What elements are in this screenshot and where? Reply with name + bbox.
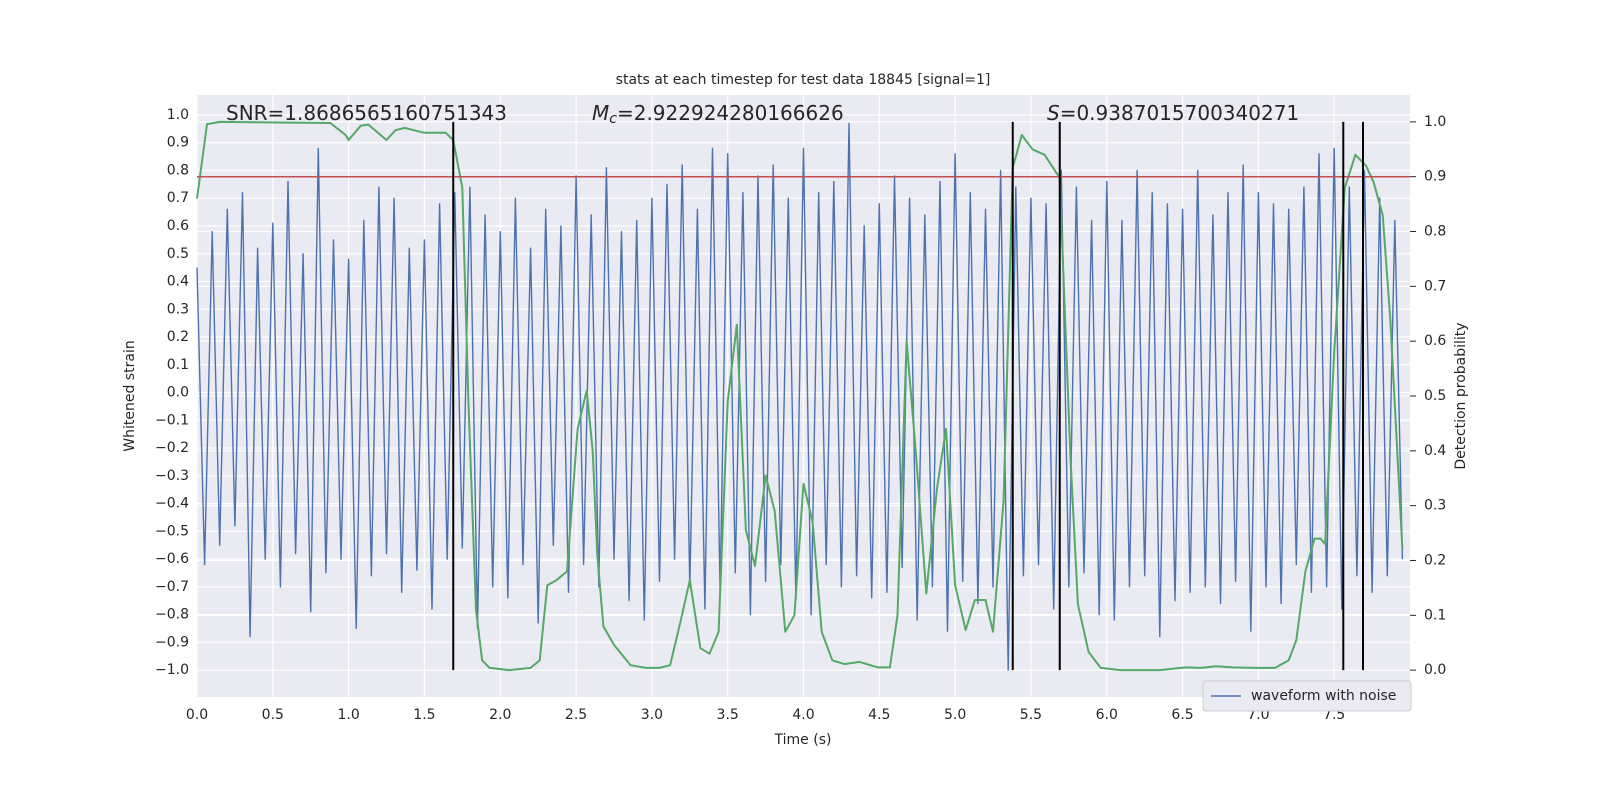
x-tick-label: 0.5 — [262, 707, 284, 723]
x-tick-label: 5.5 — [1020, 707, 1042, 723]
annotation-text: =2.922924280166626 — [617, 101, 844, 125]
annotation-symbol: M — [592, 101, 609, 125]
annotation: Mc=2.922924280166626 — [592, 101, 844, 128]
y-tick-label: −0.4 — [155, 496, 189, 512]
y-tick-label: 1.0 — [167, 107, 189, 123]
y-tick-label: 0.0 — [167, 385, 189, 401]
y2-tick-label: 0.8 — [1424, 224, 1446, 240]
annotation-subscript: c — [609, 111, 617, 127]
y-tick-label: 0.2 — [167, 329, 189, 345]
x-tick-label: 2.5 — [565, 707, 587, 723]
annotation-text: =0.9387015700340271 — [1060, 101, 1299, 125]
x-tick-label: 6.0 — [1096, 707, 1118, 723]
x-tick-label: 2.0 — [489, 707, 511, 723]
y2-tick-label: 0.1 — [1424, 607, 1446, 623]
y-tick-label: 0.3 — [167, 301, 189, 317]
x-tick-label: 5.0 — [944, 707, 966, 723]
y2-tick-label: 0.7 — [1424, 278, 1446, 294]
y-axis-label: Whitened strain — [122, 340, 138, 451]
y2-tick-label: 0.9 — [1424, 169, 1446, 185]
y-tick-label: −0.6 — [155, 551, 189, 567]
x-tick-label: 1.5 — [413, 707, 435, 723]
x-tick-label: 0.0 — [186, 707, 208, 723]
y-tick-label: 0.9 — [167, 135, 189, 151]
y2-axis-label: Detection probability — [1453, 322, 1469, 469]
x-tick-label: 4.0 — [792, 707, 814, 723]
x-tick-label: 1.0 — [337, 707, 359, 723]
y2-tick-label: 0.4 — [1424, 443, 1446, 459]
chart-title: stats at each timestep for test data 188… — [616, 72, 991, 88]
y2-tick-label: 0.3 — [1424, 498, 1446, 514]
y2-tick-label: 0.5 — [1424, 388, 1446, 404]
annotation-symbol: S — [1047, 101, 1060, 125]
series-line — [196, 120, 1404, 672]
y-tick-label: −0.3 — [155, 468, 189, 484]
y2-tick-label: 1.0 — [1424, 114, 1446, 130]
x-tick-label: 3.0 — [641, 707, 663, 723]
y-tick-label: −0.9 — [155, 634, 189, 650]
x-tick-label: 6.5 — [1171, 707, 1193, 723]
y-tick-label: −0.7 — [155, 579, 189, 595]
y-tick-label: −0.2 — [155, 440, 189, 456]
y-tick-label: 0.6 — [167, 218, 189, 234]
x-tick-label: 3.5 — [717, 707, 739, 723]
y2-tick-label: 0.0 — [1424, 662, 1446, 678]
y-tick-label: −0.8 — [155, 607, 189, 623]
x-tick-label: 4.5 — [868, 707, 890, 723]
y-tick-label: 0.8 — [167, 162, 189, 178]
legend-label: waveform with noise — [1251, 688, 1396, 704]
y-tick-label: −0.5 — [155, 523, 189, 539]
y-tick-label: −0.1 — [155, 412, 189, 428]
y2-tick-label: 0.6 — [1424, 333, 1446, 349]
y-tick-label: 0.1 — [167, 357, 189, 373]
series-line — [196, 122, 1404, 671]
y-tick-label: 0.7 — [167, 190, 189, 206]
y-tick-label: −1.0 — [155, 662, 189, 678]
x-axis-label: Time (s) — [774, 732, 832, 748]
annotation-text: SNR=1.8686565160751343 — [226, 101, 507, 125]
y2-tick-label: 0.2 — [1424, 552, 1446, 568]
y-tick-label: 0.5 — [167, 246, 189, 262]
annotation: SNR=1.8686565160751343 — [226, 101, 507, 125]
y-tick-label: 0.4 — [167, 274, 189, 290]
legend-box — [1202, 680, 1412, 712]
annotation: S=0.9387015700340271 — [1047, 101, 1299, 125]
